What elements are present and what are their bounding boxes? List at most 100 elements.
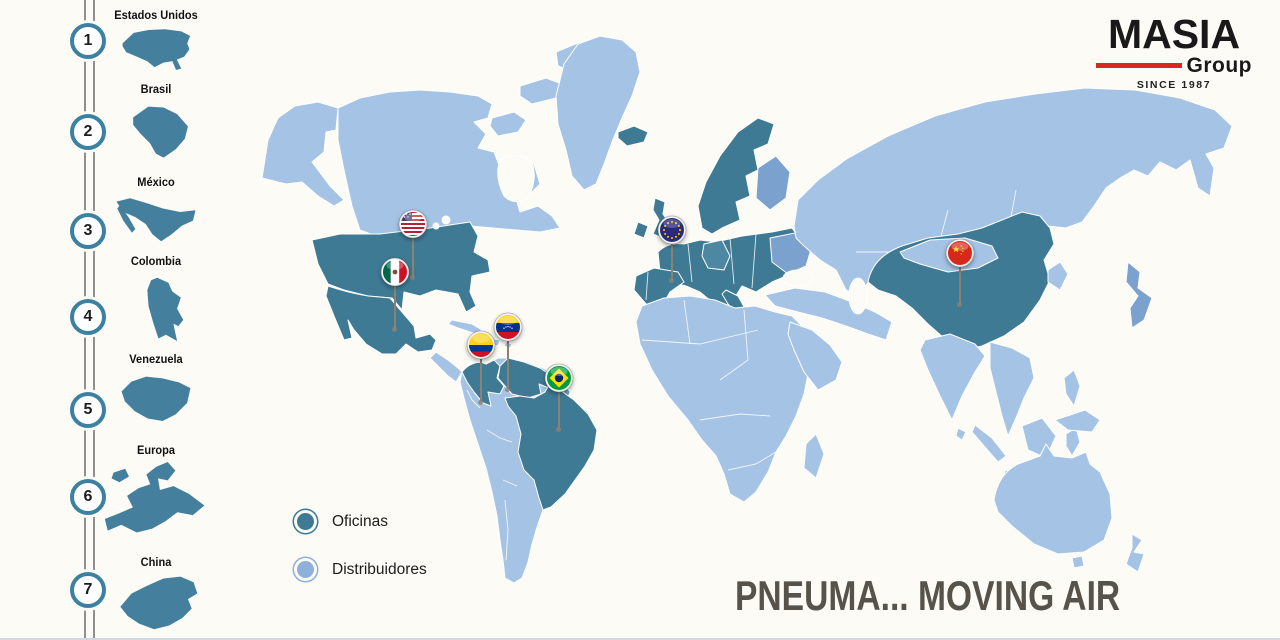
china-silhouette-icon <box>120 576 198 630</box>
hudson-bay <box>497 155 535 202</box>
pin-stem <box>671 242 673 280</box>
timeline-number-6: 6 <box>70 479 106 515</box>
timeline-number-1: 1 <box>70 23 106 59</box>
africa-borders <box>641 329 759 345</box>
sidebar-item-estados-unidos: Estados Unidos <box>100 8 212 76</box>
country-colombia <box>461 359 505 407</box>
map-legend: Oficinas Distribuidores <box>292 508 427 604</box>
pin-stem <box>480 357 482 402</box>
black-sea <box>782 269 814 287</box>
europe-borders <box>751 233 757 289</box>
great-lake <box>441 215 451 225</box>
country-greenland <box>555 35 641 191</box>
country-japan <box>1125 261 1153 329</box>
brazil-silhouette-icon <box>133 106 188 158</box>
mexico-silhouette-icon <box>116 198 196 242</box>
country-venezuela <box>497 357 553 399</box>
asia-borders <box>939 209 949 241</box>
timeline-number-7: 7 <box>70 572 106 608</box>
legend-row-offices: Oficinas <box>292 508 427 535</box>
map-pin-europe <box>657 215 687 283</box>
office-marker-icon <box>297 513 314 530</box>
timeline-number-label: 5 <box>83 401 93 418</box>
timeline-number-4: 4 <box>70 299 106 335</box>
pin-stem-dot <box>392 327 398 332</box>
map-pin-china <box>945 238 975 307</box>
region-turkey-iran <box>764 287 893 341</box>
island-sri-lanka <box>955 427 967 441</box>
colombia-flag-icon <box>466 330 496 360</box>
timeline-number-label: 2 <box>83 123 93 140</box>
sa-borders <box>466 389 481 409</box>
pin-stem <box>558 390 560 429</box>
legend-label: Oficinas <box>332 512 388 530</box>
great-lake <box>432 222 440 230</box>
central-america <box>429 351 463 383</box>
region-scandinavia <box>697 117 775 235</box>
tagline: PNEUMA... MOVING AIR <box>735 572 1121 619</box>
timeline-number-label: 7 <box>83 581 93 598</box>
timeline-number-5: 5 <box>70 392 106 428</box>
caspian-sea <box>848 277 868 315</box>
pin-stem-dot <box>957 302 963 307</box>
region-central-europe <box>701 239 731 271</box>
country-iceland <box>617 125 649 147</box>
country-label: Colombia <box>130 254 182 268</box>
africa-borders <box>727 451 777 471</box>
timeline-number-label: 6 <box>83 488 93 505</box>
logo-group-row: Group <box>1096 55 1252 76</box>
country-new-zealand <box>1125 533 1145 573</box>
timeline-number-label: 1 <box>83 32 93 49</box>
pin-stem <box>412 236 414 277</box>
map-pin-usa <box>398 209 428 280</box>
timeline-number-label: 4 <box>83 308 93 325</box>
pin-stem-dot <box>410 275 416 280</box>
map-pin-colombia <box>466 330 496 405</box>
map-pin-mexico <box>380 257 410 332</box>
country-alaska <box>261 101 345 207</box>
country-mexico <box>325 285 437 355</box>
sidebar-item-china: China <box>100 555 212 633</box>
china-flag-icon <box>945 238 975 268</box>
continent-africa <box>635 295 821 503</box>
european-union-flag-icon <box>657 215 687 245</box>
logo-brand-name: MASIA <box>1107 11 1241 57</box>
country-label: China <box>140 555 172 569</box>
arctic-island <box>519 77 563 105</box>
pin-stem-dot <box>669 278 675 283</box>
country-label: México <box>137 175 175 189</box>
logo-since-text: SINCE 1987 <box>1136 79 1212 91</box>
mexico-flag-icon <box>380 257 410 287</box>
colombia-silhouette-icon <box>147 277 184 341</box>
timeline-number-2: 2 <box>70 114 106 150</box>
europe-borders <box>645 271 649 301</box>
distributor-marker-icon <box>297 561 314 578</box>
island-sulawesi <box>1065 427 1081 457</box>
arctic-island <box>489 111 527 137</box>
country-label: Europa <box>136 443 176 457</box>
sa-borders <box>486 429 513 443</box>
pin-stem <box>394 284 396 329</box>
country-label: Brasil <box>140 82 172 96</box>
logo-red-line <box>1096 63 1182 68</box>
sidebar-item-venezuela: Venezuela <box>100 352 212 428</box>
bottom-edge-line <box>0 638 1280 640</box>
country-label: Venezuela <box>129 352 183 366</box>
usa-silhouette-icon <box>122 29 191 71</box>
country-finland <box>755 155 791 211</box>
pin-stem <box>507 339 509 389</box>
sidebar-item-mexico: México <box>100 175 212 245</box>
sidebar-item-colombia: Colombia <box>100 254 212 350</box>
africa-borders <box>719 309 749 381</box>
island-tasmania <box>1071 555 1085 569</box>
island-madagascar <box>803 433 825 479</box>
country-ireland <box>633 221 649 239</box>
region-korea <box>1047 261 1069 291</box>
sa-borders <box>504 499 509 561</box>
europe-borders <box>687 243 693 283</box>
legend-label: Distribuidores <box>332 560 427 578</box>
logo-group-text: Group <box>1186 54 1252 77</box>
island-philippines <box>1063 369 1081 407</box>
